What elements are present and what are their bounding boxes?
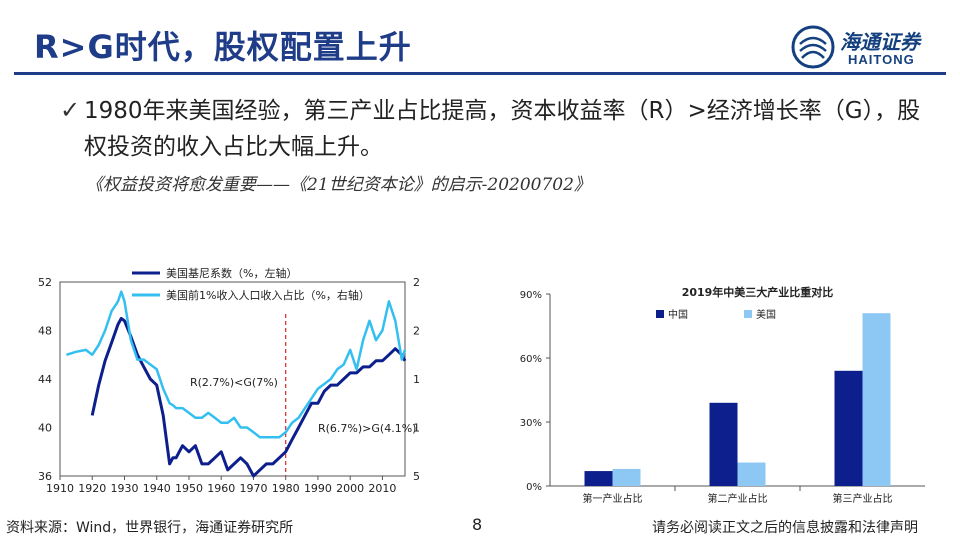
page-number: 8 bbox=[472, 515, 483, 534]
y-left-tick-label: 52 bbox=[38, 276, 52, 289]
legend-label: 中国 bbox=[668, 308, 688, 321]
x-tick-label: 1950 bbox=[175, 482, 203, 495]
x-tick-label: 2010 bbox=[368, 482, 396, 495]
page-title: R>G时代，股权配置上升 bbox=[34, 28, 412, 66]
y-right-tick-label: 15 bbox=[413, 373, 420, 386]
legend-swatch bbox=[744, 310, 752, 318]
industry-share-bar-chart: 2019年中美三大产业比重对比 90% 60% 30% 0% 第一产业占比 第二产业占比 第三… bbox=[520, 285, 925, 505]
x-tick-label: 1960 bbox=[207, 482, 235, 495]
logo-english-name: HAITONG bbox=[848, 52, 915, 67]
y-tick-label: 0% bbox=[526, 482, 542, 493]
checkmark-icon: ✓ bbox=[60, 96, 81, 124]
series-line-top1 bbox=[66, 290, 407, 439]
bullet-text: 1980年来美国经验，第三产业占比提高，资本收益率（R）>经济增长率（G），股权… bbox=[84, 98, 921, 160]
bar-china bbox=[584, 471, 613, 486]
x-tick-label: 1910 bbox=[46, 482, 74, 495]
y-tick-label: 90% bbox=[520, 290, 542, 301]
x-tick-label: 1940 bbox=[143, 482, 171, 495]
annotation-r-less-g: R(2.7%)<G(7%) bbox=[190, 376, 278, 389]
y-tick-label: 30% bbox=[520, 418, 542, 429]
bar-china bbox=[709, 402, 738, 486]
plot-frame bbox=[59, 281, 406, 477]
y-left-tick-label: 36 bbox=[38, 470, 52, 483]
legend-label: 美国 bbox=[756, 308, 776, 321]
x-tick-label: 2000 bbox=[336, 482, 364, 495]
gini-top1-line-chart: 1910 1920 1930 1940 1950 1960 1970 1980 1990 2000… bbox=[38, 266, 420, 495]
footer-disclaimer: 请务必阅读正文之后的信息披露和法律声明 bbox=[652, 520, 918, 536]
logo-chinese-name: 海通证券 bbox=[840, 30, 920, 54]
annotation-r-greater-g: R(6.7%)>G(4.1%) bbox=[318, 422, 416, 435]
bar-chart-title: 2019年中美三大产业比重对比 bbox=[682, 285, 834, 299]
bar-usa bbox=[737, 462, 766, 486]
report-reference: 《权益投资将愈发重要——《21世纪资本论》的启示-20200702》 bbox=[86, 175, 591, 195]
x-tick-label: 1920 bbox=[78, 482, 106, 495]
y-left-tick-label: 48 bbox=[38, 325, 52, 338]
y-tick-label: 60% bbox=[520, 354, 542, 365]
x-tick-label: 1990 bbox=[304, 482, 332, 495]
legend-label: 美国基尼系数（%，左轴） bbox=[166, 266, 297, 280]
y-left-tick-label: 44 bbox=[38, 373, 52, 386]
y-right-tick-label: 5 bbox=[413, 470, 420, 483]
x-tick-label: 1980 bbox=[272, 482, 300, 495]
series-line-gini bbox=[90, 316, 407, 478]
y-right-tick-label: 25 bbox=[413, 276, 420, 289]
footer-source: 资料来源：Wind，世界银行，海通证券研究所 bbox=[6, 520, 294, 536]
bar-usa bbox=[612, 468, 641, 486]
y-right-tick-label: 20 bbox=[413, 325, 420, 338]
x-category-label: 第二产业占比 bbox=[708, 492, 768, 505]
x-category-label: 第三产业占比 bbox=[833, 492, 893, 505]
haitong-logo-icon bbox=[791, 25, 835, 69]
bar-china bbox=[834, 370, 863, 486]
y-right-tick-label: 10 bbox=[413, 422, 420, 435]
x-category-label: 第一产业占比 bbox=[583, 492, 643, 505]
haitong-logo: 海通证券 HAITONG bbox=[790, 24, 940, 70]
x-tick-label: 1930 bbox=[110, 482, 138, 495]
legend-swatch bbox=[656, 310, 664, 318]
header-divider bbox=[14, 72, 946, 75]
x-tick-label: 1970 bbox=[239, 482, 267, 495]
legend-label: 美国前1%收入人口收入占比（%，右轴） bbox=[166, 288, 370, 302]
y-left-tick-label: 40 bbox=[38, 422, 52, 435]
bar-usa bbox=[862, 313, 891, 486]
